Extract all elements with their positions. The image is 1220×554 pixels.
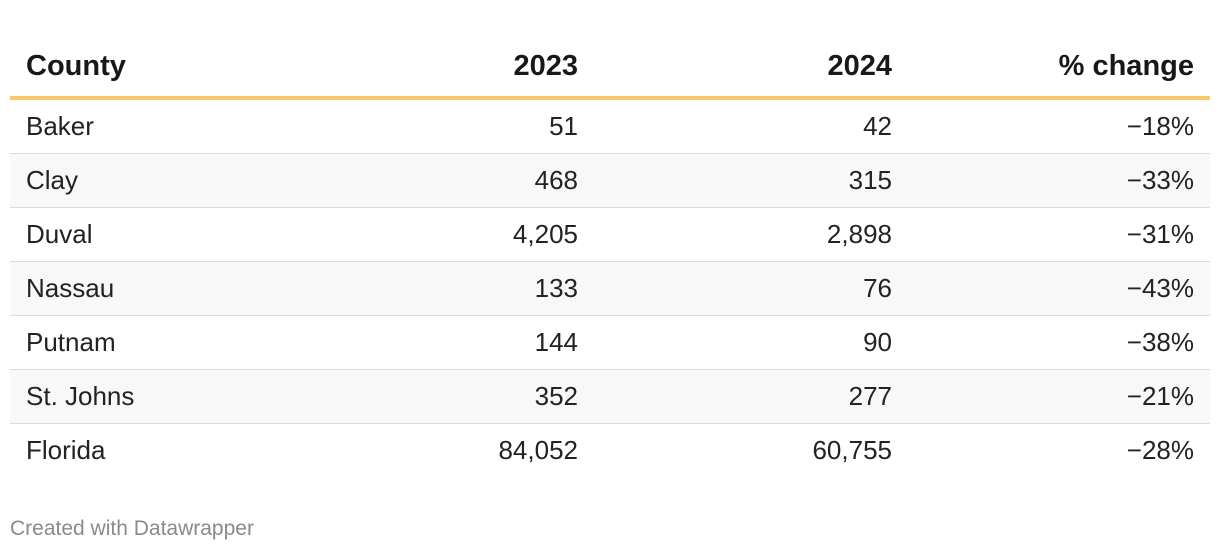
cell-2023: 84,052 [498,435,578,465]
data-table-container: County 2023 2024 % change Baker 51 42 −1… [10,36,1210,477]
cell-2024: 76 [594,261,908,316]
data-table: County 2023 2024 % change Baker 51 42 −1… [10,36,1210,477]
cell-county: Putnam [10,315,210,370]
cell-2023: 133 [210,261,594,316]
cell-county: Nassau [10,261,210,316]
table-row: Clay 468 315 −33% [10,153,1210,208]
column-header-2023[interactable]: 2023 [210,36,594,100]
table-body: Baker 51 42 −18% Clay 468 315 −33% Duval… [10,98,1210,477]
cell-pct-change: −28% [1126,435,1194,465]
cell-pct-change: −43% [908,261,1210,316]
cell-county: Clay [10,153,210,208]
cell-pct-change: −31% [908,207,1210,262]
cell-2024: 42 [594,98,908,154]
cell-county: Baker [10,98,210,154]
table-header: County 2023 2024 % change [10,36,1210,100]
cell-2024: 90 [594,315,908,370]
cell-county: St. Johns [10,369,210,424]
cell-pct-change: −18% [908,98,1210,154]
cell-pct-change: −21% [908,369,1210,424]
header-row: County 2023 2024 % change [10,36,1210,100]
table-row: Baker 51 42 −18% [10,98,1210,154]
column-header-2024[interactable]: 2024 [594,36,908,100]
cell-pct-change: −38% [908,315,1210,370]
datawrapper-credit[interactable]: Created with Datawrapper [10,517,254,540]
cell-2024: 315 [594,153,908,208]
cell-2023: 352 [210,369,594,424]
table-row: Florida 84,052 60,755 −28% [10,424,1210,478]
cell-2023: 4,205 [210,207,594,262]
cell-2024: 277 [594,369,908,424]
column-header-county[interactable]: County [10,36,210,100]
table-row: Nassau 133 76 −43% [10,261,1210,316]
table-row: Putnam 144 90 −38% [10,315,1210,370]
cell-2023: 144 [210,315,594,370]
cell-2024: 60,755 [812,435,892,465]
cell-county: Duval [10,207,210,262]
table-row: Duval 4,205 2,898 −31% [10,207,1210,262]
cell-2024: 2,898 [594,207,908,262]
cell-2023: 51 [210,98,594,154]
column-header-pct-change[interactable]: % change [908,36,1210,100]
table-row: St. Johns 352 277 −21% [10,369,1210,424]
cell-2023: 468 [210,153,594,208]
cell-county: Florida [26,435,106,465]
cell-pct-change: −33% [908,153,1210,208]
